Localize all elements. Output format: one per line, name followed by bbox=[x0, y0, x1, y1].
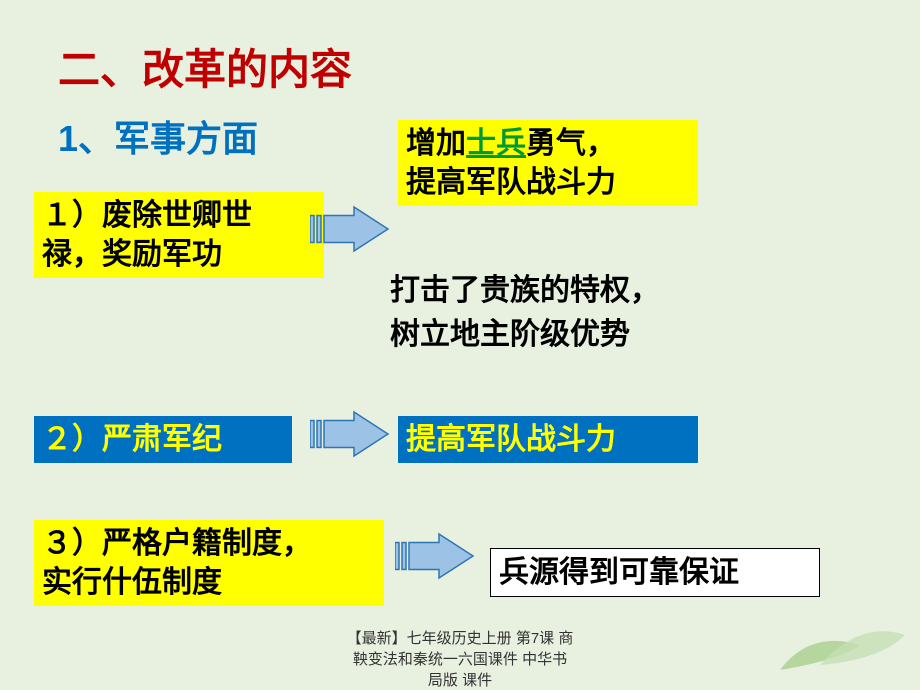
item2-right-box: 提高军队战斗力 bbox=[398, 416, 698, 463]
item1-right-b-text: 打击了贵族的特权，树立地主阶级优势 bbox=[390, 265, 770, 353]
section-title: 二、改革的内容 bbox=[58, 36, 352, 97]
item2-left-box: ２）严肃军纪 bbox=[34, 416, 292, 463]
arrow-icon bbox=[310, 205, 390, 253]
slide-footer: 【最新】七年级历史上册 第7课 商鞅变法和秦统一六国课件 中华书局版 课件 bbox=[0, 627, 920, 690]
arrow-icon bbox=[310, 410, 390, 458]
section-subtitle: 1、军事方面 bbox=[58, 110, 258, 162]
item3-right-box: 兵源得到可靠保证 bbox=[490, 548, 820, 597]
arrow-icon bbox=[395, 532, 475, 580]
item1-right-a-box: 增加士兵勇气，提高军队战斗力 bbox=[398, 120, 698, 206]
item3-left-box: ３）严格户籍制度，实行什伍制度 bbox=[34, 520, 384, 606]
item1-left-box: １）废除世卿世禄，奖励军功 bbox=[34, 192, 324, 278]
